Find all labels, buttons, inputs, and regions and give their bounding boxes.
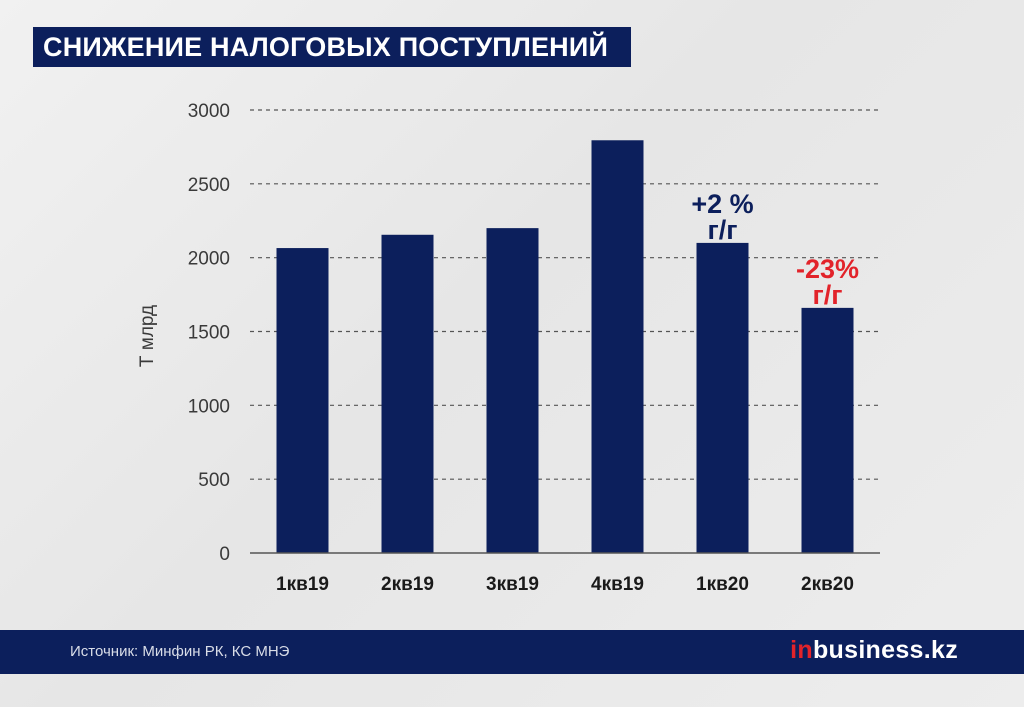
bar-1кв19 <box>276 248 329 553</box>
y-tick-label: 1500 <box>188 323 230 344</box>
y-tick-label: 2500 <box>188 175 230 196</box>
grid-lines <box>250 109 880 480</box>
x-tick-label: 2кв19 <box>381 574 434 595</box>
y-tick-label: 1000 <box>188 396 230 417</box>
annotation-period: г/г <box>708 215 738 245</box>
x-axis-ticks: 1кв19 2кв19 3кв19 4кв19 1кв20 2кв20 <box>276 574 854 595</box>
y-tick-label: 2000 <box>188 249 230 270</box>
annotation-change: -23% <box>796 254 859 284</box>
bar-3кв19 <box>486 228 539 553</box>
y-tick-label: 3000 <box>188 101 230 122</box>
y-axis-ticks: 0 500 1000 1500 2000 2500 3000 <box>188 101 230 565</box>
bar-2кв19 <box>381 234 434 554</box>
y-tick-label: 0 <box>219 544 230 565</box>
x-tick-label: 4кв19 <box>591 574 644 595</box>
bar-2кв20 <box>801 307 854 553</box>
source-note: Источник: Минфин РК, КС МНЭ <box>70 643 290 660</box>
bars <box>276 140 854 554</box>
site-logo[interactable]: inbusiness.kz <box>790 636 958 665</box>
bar-4кв19 <box>591 140 644 553</box>
chart-title: СНИЖЕНИЕ НАЛОГОВЫХ ПОСТУПЛЕНИЙ <box>33 27 631 67</box>
annotation-period: г/г <box>813 280 843 310</box>
bar-1кв20 <box>696 242 749 553</box>
x-tick-label: 1кв19 <box>276 574 329 595</box>
logo-text: business.kz <box>812 636 958 664</box>
x-tick-label: 2кв20 <box>801 574 854 595</box>
bar-chart: 0 500 1000 1500 2000 2500 3000 1кв19 2кв19 3кв19… <box>137 101 880 595</box>
annotations: +2 %г/г-23%г/г <box>691 189 859 310</box>
x-tick-label: 1кв20 <box>696 574 749 595</box>
logo-prefix: in <box>790 636 813 664</box>
footer-bar: Источник: Минфин РК, КС МНЭ inbusiness.k… <box>0 630 1024 674</box>
y-tick-label: 500 <box>198 470 230 491</box>
annotation-change: +2 % <box>691 189 753 219</box>
x-tick-label: 3кв19 <box>486 574 539 595</box>
y-axis-label: Т млрд <box>137 305 158 367</box>
